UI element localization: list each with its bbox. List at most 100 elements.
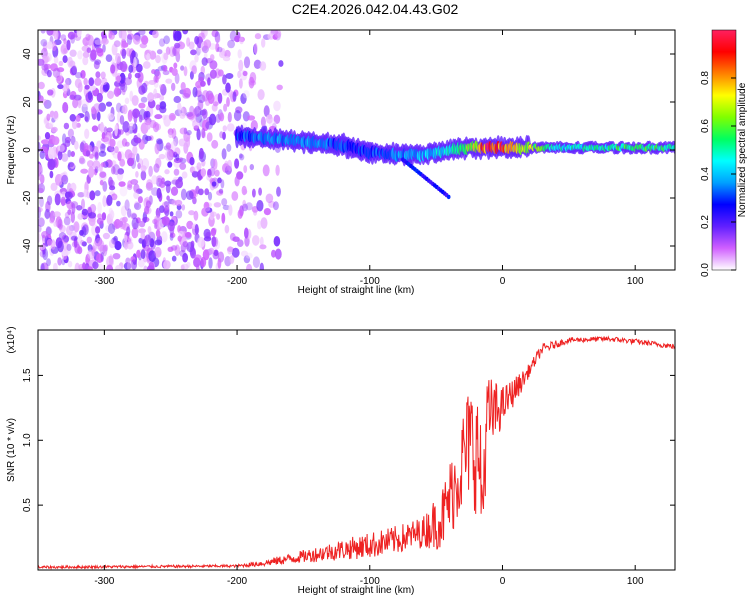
noise-blob	[144, 234, 152, 247]
noise-blob	[252, 256, 260, 269]
noise-blob	[201, 90, 210, 102]
noise-blob	[59, 143, 67, 153]
noise-blob	[94, 190, 101, 197]
noise-blob	[140, 231, 146, 240]
noise-blob	[86, 236, 93, 244]
noise-blob	[90, 49, 97, 61]
noise-blob	[171, 82, 176, 92]
noise-blob	[180, 65, 185, 71]
noise-blob	[84, 84, 90, 90]
noise-blob	[84, 116, 89, 122]
noise-blob	[66, 200, 74, 210]
noise-blob	[207, 168, 212, 178]
noise-blob	[259, 236, 264, 247]
noise-blob	[121, 48, 127, 59]
noise-blob	[125, 257, 131, 265]
noise-blob	[72, 98, 79, 109]
noise-blob	[147, 265, 155, 270]
x-tick-label: 0	[500, 276, 506, 287]
noise-blob	[61, 153, 69, 162]
noise-blob	[127, 30, 132, 35]
noise-blob	[156, 49, 163, 55]
noise-blob	[194, 105, 202, 117]
noise-blob	[201, 127, 206, 139]
noise-blob	[257, 220, 262, 230]
y-tick-label: 20	[22, 96, 33, 108]
noise-blob	[146, 179, 153, 190]
noise-blob	[151, 69, 156, 75]
noise-blob	[76, 205, 83, 211]
noise-blob	[208, 257, 213, 269]
noise-blob	[168, 132, 173, 139]
noise-blob	[163, 52, 169, 61]
noise-blob	[108, 30, 113, 39]
noise-blob	[95, 47, 103, 54]
noise-blob	[184, 231, 192, 238]
noise-blob	[113, 235, 119, 246]
noise-blob	[249, 164, 254, 171]
noise-blob	[91, 125, 99, 132]
noise-blob	[215, 42, 220, 53]
noise-blob	[123, 262, 132, 270]
noise-blob	[41, 63, 49, 71]
noise-blob	[101, 38, 109, 45]
noise-blob	[259, 262, 264, 270]
noise-blob	[66, 243, 72, 251]
noise-blob	[102, 232, 110, 240]
snr-ylabel: SNR (10 * v/v)	[6, 418, 17, 482]
noise-blob	[56, 67, 65, 73]
noise-blob	[182, 93, 191, 99]
noise-blob	[275, 164, 280, 176]
noise-blob	[92, 241, 97, 253]
noise-blob	[232, 91, 237, 102]
noise-blob	[116, 75, 122, 82]
noise-blob	[207, 93, 215, 105]
noise-blob	[186, 37, 191, 47]
noise-blob	[77, 82, 83, 93]
noise-blob	[77, 192, 85, 198]
noise-blob	[105, 54, 113, 62]
x-tick-label: -200	[227, 276, 247, 287]
noise-blob	[227, 39, 236, 49]
noise-blob	[75, 72, 83, 79]
noise-blob	[41, 139, 49, 145]
noise-blob	[211, 181, 217, 187]
noise-blob	[215, 36, 221, 43]
noise-blob	[245, 252, 253, 259]
noise-blob	[41, 47, 48, 59]
noise-blob	[38, 206, 41, 219]
noise-blob	[243, 255, 251, 264]
noise-blob	[87, 266, 93, 270]
noise-blob	[134, 72, 141, 79]
noise-blob	[166, 195, 170, 201]
noise-blob	[152, 30, 159, 39]
noise-blob	[71, 65, 77, 75]
noise-blob	[38, 135, 41, 141]
noise-blob	[127, 180, 133, 189]
noise-blob	[201, 108, 208, 120]
noise-blob	[47, 158, 56, 170]
noise-blob	[38, 206, 43, 213]
noise-blob	[104, 244, 109, 252]
noise-blob	[231, 191, 239, 201]
noise-blob	[162, 65, 168, 72]
noise-blob	[163, 35, 171, 45]
x-tick-label: 100	[627, 276, 644, 287]
noise-blob	[77, 233, 83, 244]
x-tick-label: -200	[227, 576, 247, 587]
noise-blob	[94, 59, 101, 65]
noise-blob	[46, 239, 53, 246]
noise-blob	[186, 220, 194, 230]
noise-blob	[88, 77, 95, 87]
noise-blob	[217, 257, 222, 269]
noise-blob	[100, 31, 106, 39]
noise-blob	[222, 204, 231, 211]
noise-blob	[108, 176, 113, 187]
spectrogram-xlabel: Height of straight line (km)	[298, 285, 415, 296]
noise-blob	[38, 58, 45, 66]
noise-blob	[119, 72, 126, 85]
noise-blob	[234, 175, 240, 187]
noise-blob	[38, 95, 44, 103]
noise-blob	[224, 256, 232, 267]
